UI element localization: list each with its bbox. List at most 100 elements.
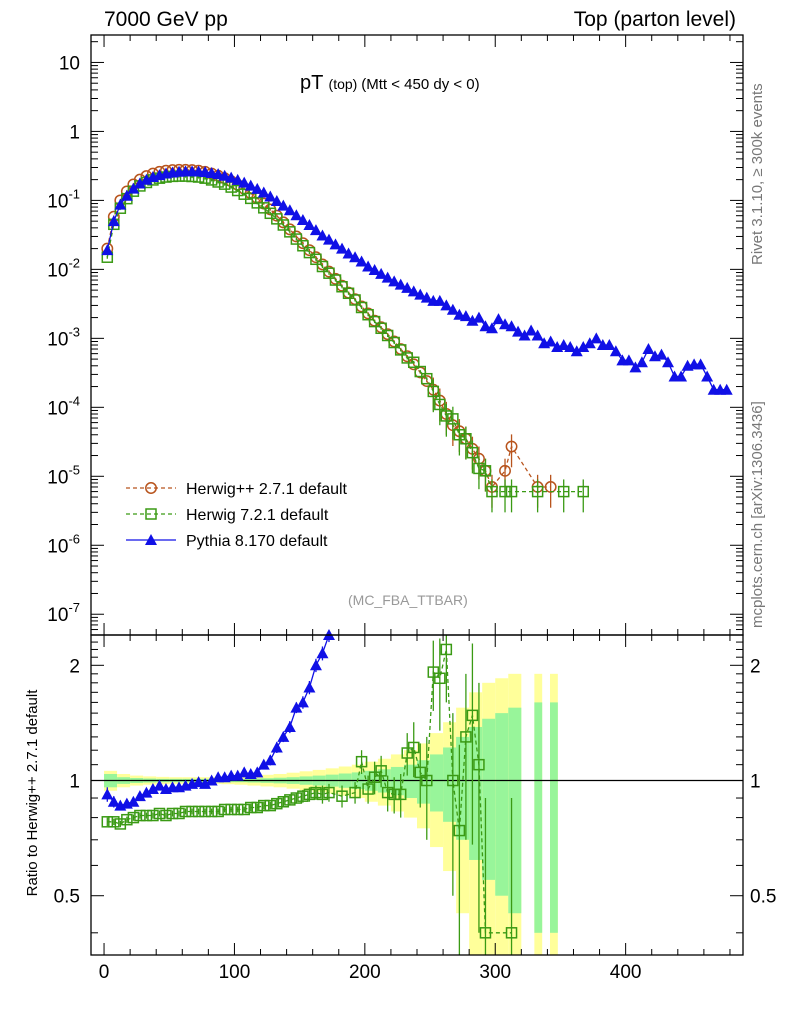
data-point [290,209,303,221]
data-point [603,339,616,351]
data-point [499,485,511,498]
data-point [362,308,374,321]
ratio-point [381,786,394,799]
ratio-point [284,794,296,806]
data-point [472,311,485,323]
data-point [283,204,296,216]
data-point [388,336,400,349]
ratio-point [290,792,303,804]
data-point [473,462,485,475]
data-point [381,271,394,283]
data-point [609,345,622,357]
data-point [629,361,642,373]
data-point [244,179,257,191]
ratio-point [231,803,244,816]
data-point [277,219,290,231]
ratio-point [271,797,283,810]
data-point [531,485,544,498]
x-tick-label: 200 [349,962,381,983]
ratio-point [238,803,250,816]
ratio-point [173,807,185,820]
band-inner [456,736,470,840]
data-point [577,340,590,352]
ratio-point [414,766,427,779]
ratio-point [466,709,479,722]
ratio-point [316,788,329,801]
ratio-point [192,805,205,818]
data-point [720,383,733,395]
data-point [342,247,355,259]
y-tick-label: 10-7 [47,600,80,626]
band-inner [469,726,483,860]
ratio-point [133,790,146,802]
data-point [420,291,433,303]
title-sub: (top) [329,76,362,92]
data-point [368,263,381,275]
data-point [662,356,675,368]
ratio-y-tick-label: 1 [69,772,80,793]
data-point [577,485,590,498]
legend-item-pythia: Pythia 8.170 default [126,533,328,550]
tick-exponent: -7 [68,600,80,615]
data-point [401,281,414,293]
data-point [303,246,316,259]
ratio-point [225,803,237,816]
ratio-point [264,799,277,812]
data-point [381,329,394,342]
data-point [486,485,498,498]
ratio-point [290,701,303,713]
title-main: pT [300,72,329,94]
ratio-point [199,805,211,818]
header-observable: Top (parton level) [573,8,736,31]
tick-base: 10 [47,605,68,626]
ratio-point [212,805,224,818]
data-point [323,267,335,279]
data-point [322,233,335,245]
data-point [675,370,688,382]
ratio-series-herwig7 [101,635,518,955]
data-point [238,176,251,188]
title-condition: (Mtt < 450 dy < 0) [361,76,479,93]
ratio-point [134,809,146,822]
ratio-point [283,720,296,732]
ratio-point [453,824,466,837]
ratio-point [447,774,459,787]
ratio-point [407,741,420,754]
y-tick-label: 10-5 [47,462,80,488]
data-point [466,314,479,326]
data-point [434,398,446,411]
data-point [446,303,459,315]
ratio-point [153,779,166,791]
data-point [583,337,596,349]
tick-base: 10 [47,536,68,557]
legend-item-herwig7: Herwig 7.2.1 default [126,507,329,524]
data-point [570,345,583,357]
data-point [271,213,283,225]
data-point [355,301,368,314]
ratio-point [394,788,407,801]
data-point [460,433,472,445]
data-point [107,215,120,227]
data-point [310,253,322,266]
data-point [479,320,492,332]
ratio-point [473,758,485,771]
ratio-point [277,730,290,742]
tick-base: 10 [47,191,68,212]
data-point [362,260,375,272]
tick-exponent: -5 [68,462,80,477]
ratio-point [258,799,270,812]
chart-text: pT (top) (Mtt < 450 dy < 0) (MC_FBA_TTBA… [300,72,480,608]
ratio-point [316,647,329,659]
data-point [375,322,387,335]
y-tick-label: 10-4 [47,393,80,419]
y-tick-label: 1 [69,122,80,143]
ratio-y-tick-label-right: 0.5 [750,887,776,908]
ratio-point [479,927,492,939]
ratio-point [127,795,140,807]
ratio-point [186,805,198,818]
data-point [297,240,309,252]
data-point [694,358,707,370]
data-point [564,340,577,352]
data-point [433,294,446,306]
